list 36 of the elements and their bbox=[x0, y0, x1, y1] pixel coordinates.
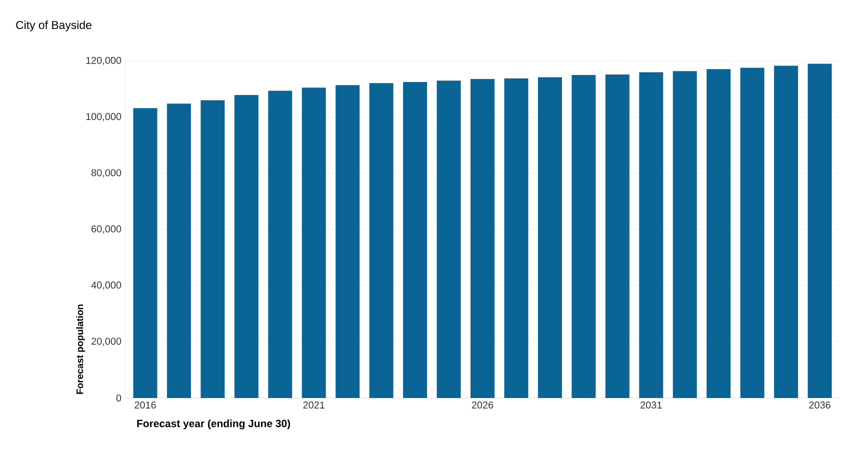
bar bbox=[538, 77, 562, 398]
bar bbox=[369, 83, 394, 398]
bar bbox=[672, 71, 697, 398]
bar bbox=[639, 72, 664, 398]
bar bbox=[504, 78, 528, 398]
bar bbox=[740, 68, 764, 398]
bar bbox=[336, 85, 360, 398]
bar bbox=[268, 90, 292, 398]
chart-title: City of Bayside bbox=[16, 20, 92, 32]
bar bbox=[166, 104, 191, 398]
x-tick-label: 2016 bbox=[134, 402, 156, 409]
x-tick-label: 2026 bbox=[472, 402, 494, 409]
bar bbox=[774, 66, 798, 398]
y-tick-label: 40,000 bbox=[91, 282, 122, 290]
x-axis-title: Forecast year (ending June 30) bbox=[137, 420, 290, 430]
x-tick-label: 2036 bbox=[809, 402, 830, 409]
y-tick-label: 0 bbox=[116, 394, 122, 402]
bar bbox=[200, 100, 225, 398]
bar bbox=[808, 64, 832, 398]
y-tick-label: 80,000 bbox=[91, 169, 122, 178]
x-tick-label: 2031 bbox=[640, 402, 662, 409]
bar bbox=[572, 75, 596, 398]
y-tick-label: 20,000 bbox=[92, 338, 122, 346]
x-tick-label: 2021 bbox=[303, 402, 324, 409]
bar bbox=[234, 94, 258, 398]
bar bbox=[403, 82, 428, 398]
bar bbox=[133, 108, 158, 398]
y-axis-title: Forecast population bbox=[76, 304, 86, 394]
bar bbox=[605, 74, 630, 398]
bar bbox=[302, 88, 326, 398]
bar bbox=[470, 78, 495, 398]
bar bbox=[436, 80, 461, 398]
bar bbox=[706, 69, 731, 398]
y-tick-label: 100,000 bbox=[86, 113, 122, 122]
y-tick-label: 60,000 bbox=[92, 225, 122, 234]
y-tick-label: 120,000 bbox=[86, 56, 122, 66]
